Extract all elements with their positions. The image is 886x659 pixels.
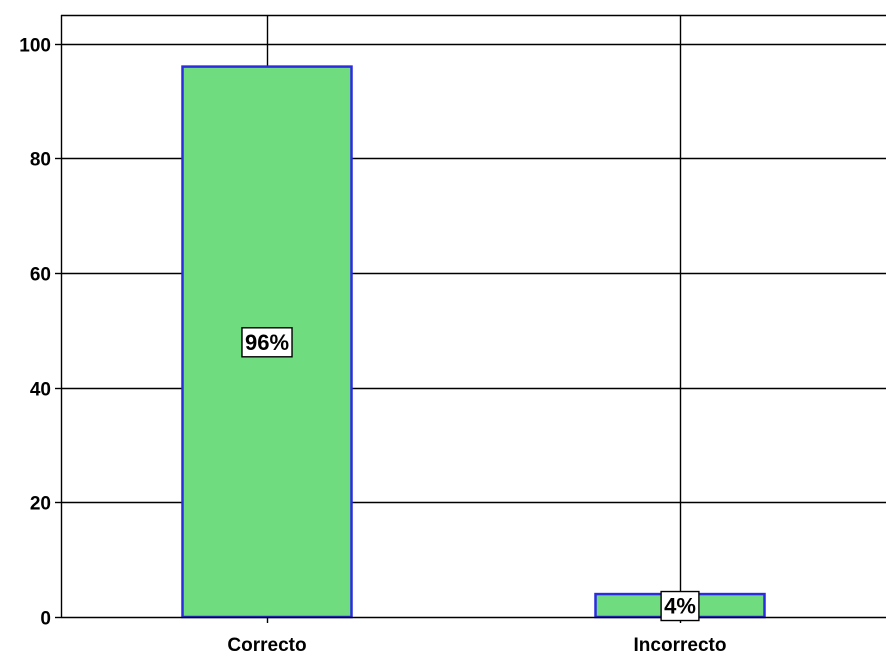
y-tick-label: 60 <box>30 265 51 286</box>
data-label: 4% <box>664 594 696 619</box>
y-tick-label: 0 <box>40 609 51 630</box>
data-label-group: 96% <box>241 327 293 358</box>
y-tick-label: 80 <box>30 150 51 171</box>
y-tick-label: 100 <box>19 36 51 57</box>
x-tick-label: Incorrecto <box>634 635 727 656</box>
data-label-group: 4% <box>660 590 700 622</box>
data-labels: 96% 4% <box>241 327 700 622</box>
axes: 0 20 40 60 80 100 Correcto Incorrecto <box>19 14 886 656</box>
y-tick-label: 20 <box>30 494 51 515</box>
data-label-box <box>660 590 700 622</box>
data-label: 96% <box>245 330 289 355</box>
x-tick-label: Correcto <box>227 635 306 656</box>
data-label-box <box>241 327 293 358</box>
y-tick-label: 40 <box>30 380 51 401</box>
